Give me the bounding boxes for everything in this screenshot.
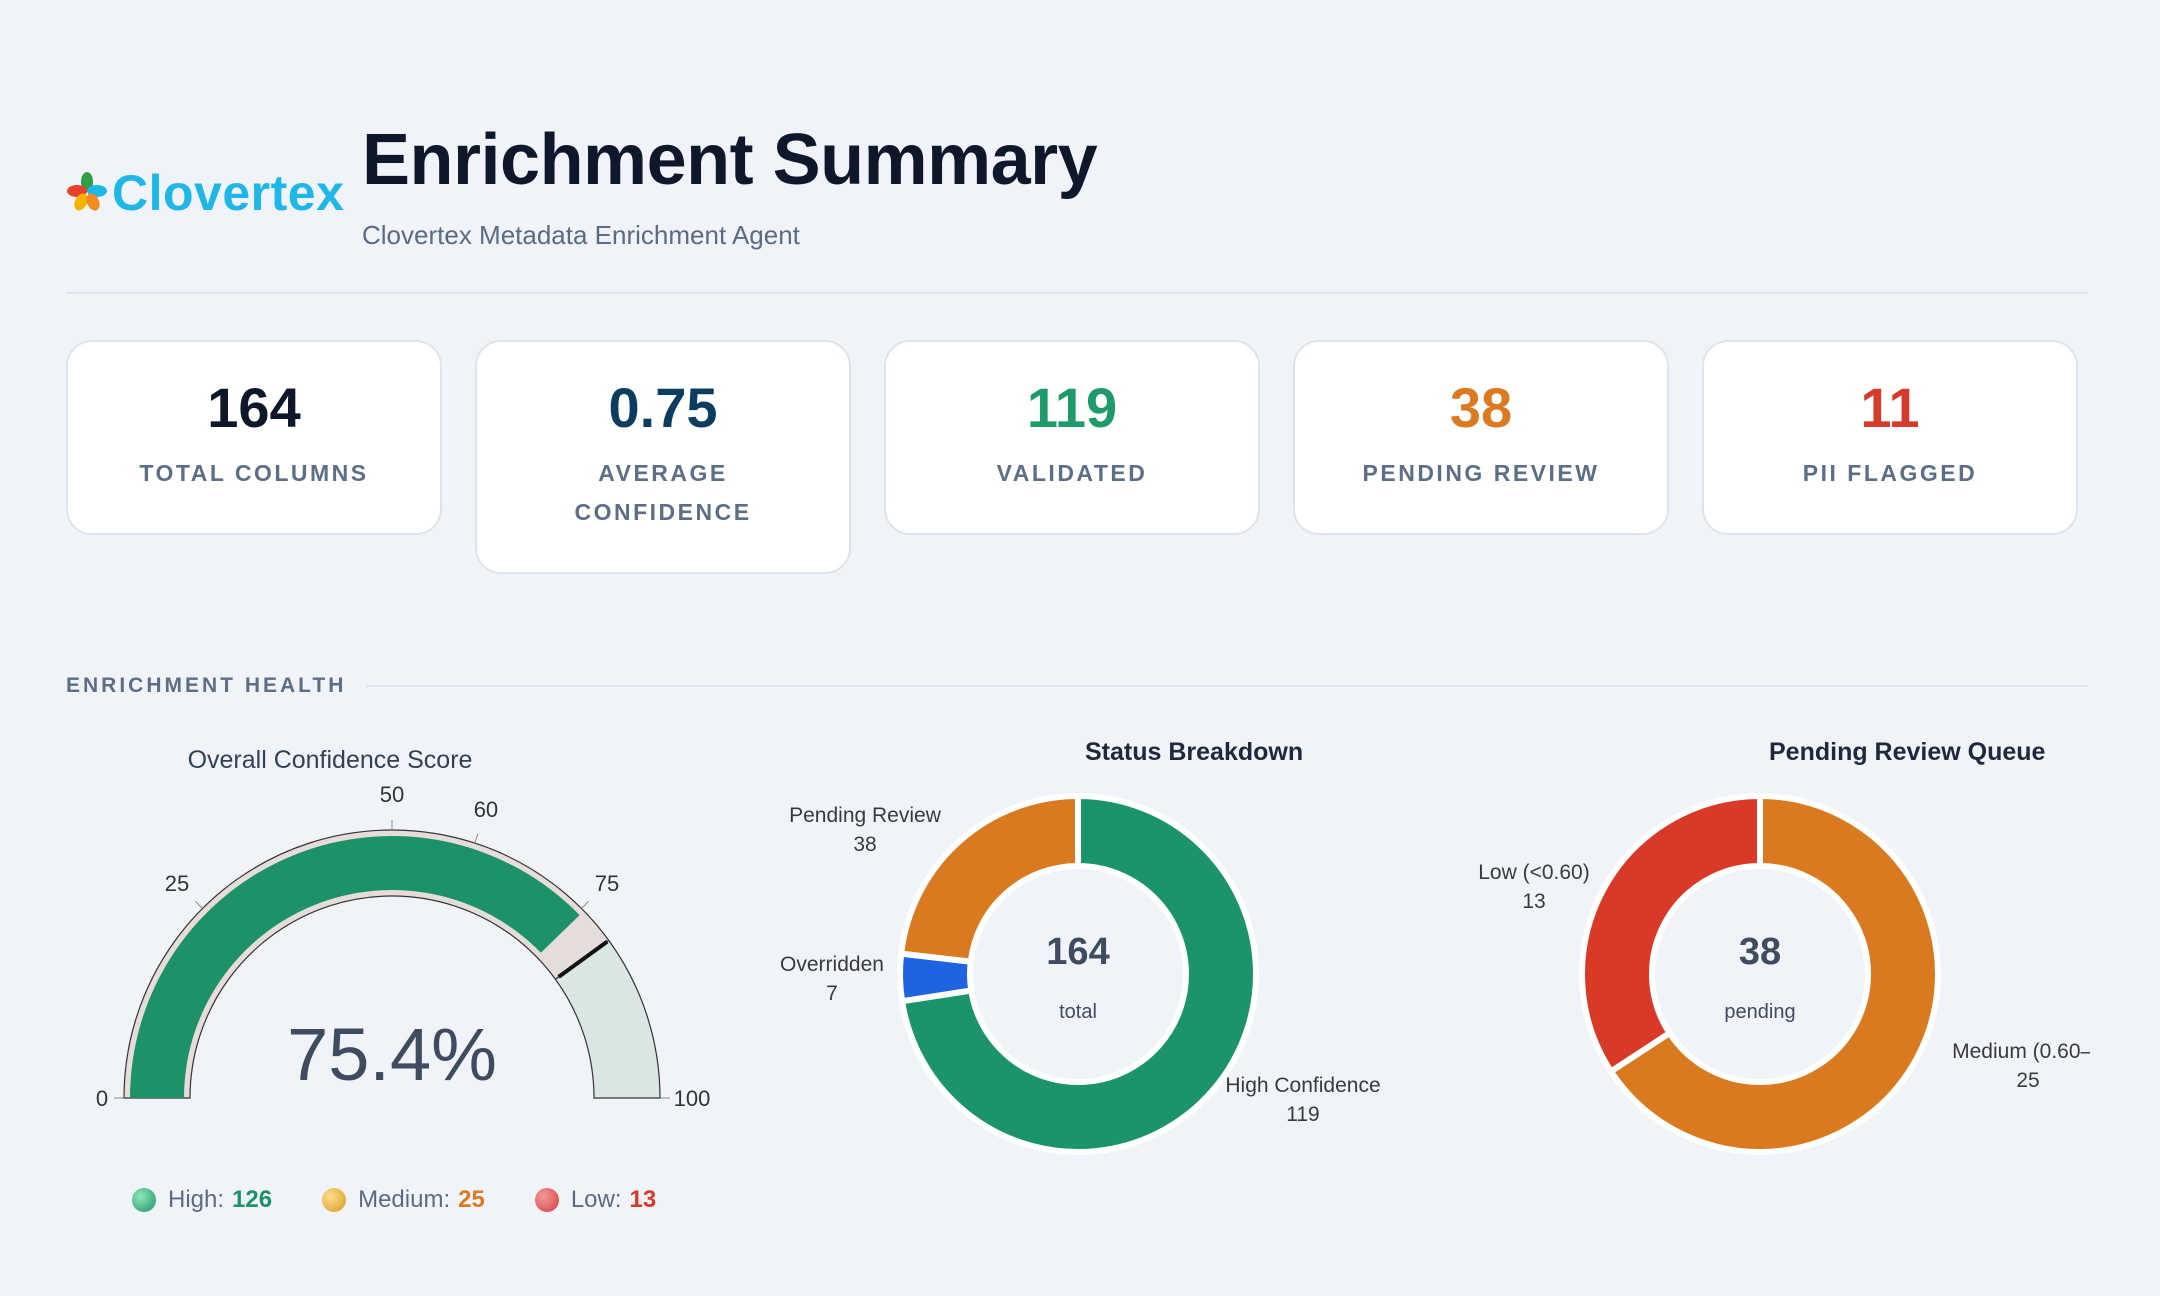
brand-name: Clovertex <box>112 165 345 221</box>
legend-item-medium: Medium: 25 <box>322 1186 485 1214</box>
gauge-title: Overall Confidence Score <box>187 746 473 774</box>
gauge-tick <box>474 833 479 844</box>
donut-label-value: 25 <box>2016 1069 2039 1092</box>
donut-center-label: pending <box>1724 1001 1795 1023</box>
kpi-card-pending-review: 38 PENDING REVIEW <box>1293 340 1669 535</box>
gauge-threshold-marker <box>557 940 609 979</box>
gauge-tick <box>581 901 589 909</box>
kpi-value: 164 <box>207 376 301 439</box>
donut-slice-pending-review <box>897 792 1081 965</box>
kpi-label: VALIDATED <box>996 460 1148 486</box>
legend-value: 126 <box>232 1186 273 1213</box>
page-header: Clovertex Enrichment Summary Clovertex M… <box>66 118 2088 294</box>
gauge-value-text: 75.4% <box>287 1013 497 1096</box>
kpi-card-average-confidence: 0.75 AVERAGE CONFIDENCE <box>475 340 851 574</box>
kpi-label: PENDING REVIEW <box>1362 460 1600 486</box>
brand-logo: Clovertex <box>66 164 344 222</box>
section-title: ENRICHMENT HEALTH <box>66 674 347 697</box>
gauge-tick-label: 0 <box>96 1086 108 1111</box>
confidence-gauge: 0 25 50 60 75 100 75.4% <box>96 782 711 1111</box>
donut-center-value: 38 <box>1739 931 1781 973</box>
donut-label-value: 7 <box>826 982 838 1005</box>
donut-slice-low-0-60 <box>1579 792 1763 1076</box>
legend-value: 13 <box>629 1186 657 1213</box>
pending-queue-chart: Medium (0.60–0 25 Low (<0.60) 13 38 pending <box>1478 792 2090 1155</box>
legend-label: High: <box>168 1186 225 1213</box>
legend-label: Low: <box>570 1186 622 1213</box>
gauge-tick-label: 60 <box>474 797 498 822</box>
donut-slice-medium-0-60-0 <box>1606 792 1941 1155</box>
pending-queue-title: Pending Review Queue <box>1769 738 2046 766</box>
section-divider <box>366 685 2088 687</box>
donut-center-value: 164 <box>1046 931 1109 973</box>
page-title: Enrichment Summary <box>362 120 1098 200</box>
gauge-tick-label: 25 <box>165 871 189 896</box>
gauge-tick <box>195 901 203 909</box>
legend-dot-low <box>534 1188 559 1212</box>
donut-label-value: 38 <box>853 833 876 856</box>
confidence-legend: High: 126 Medium: 25 Low: 13 <box>132 1186 706 1214</box>
kpi-card-validated: 119 VALIDATED <box>884 340 1260 535</box>
donut-slice-high-confidence <box>898 792 1259 1155</box>
kpi-value: 119 <box>1026 376 1118 439</box>
kpi-value: 0.75 <box>608 376 718 439</box>
gauge-tick-label: 50 <box>380 782 404 807</box>
status-breakdown-chart: High Confidence 119 Overridden 7 Pending Rev… <box>780 792 1381 1155</box>
donut-label: Medium (0.60–0 <box>1952 1040 2090 1063</box>
kpi-card-pii-flagged: 11 PII FLAGGED <box>1702 340 2078 535</box>
kpi-value: 11 <box>1860 376 1920 439</box>
legend-item-low: Low: 13 <box>534 1186 657 1214</box>
legend-label: Medium: <box>358 1186 451 1213</box>
gauge-value-bar <box>130 835 580 1098</box>
section-enrichment-health: ENRICHMENT HEALTH <box>66 674 2088 698</box>
gauge-tick-label: 75 <box>595 871 619 896</box>
kpi-label: AVERAGE CONFIDENCE <box>574 460 752 525</box>
kpi-card-total-columns: 164 TOTAL COLUMNS <box>66 340 442 535</box>
page-subtitle: Clovertex Metadata Enrichment Agent <box>362 220 800 250</box>
kpi-value: 38 <box>1449 376 1513 439</box>
legend-value: 25 <box>458 1186 485 1213</box>
gauge-tick-label: 100 <box>674 1086 711 1111</box>
donut-label: High Confidence <box>1225 1074 1380 1097</box>
donut-label: Overridden <box>780 953 884 976</box>
status-breakdown-title: Status Breakdown <box>1085 738 1304 766</box>
kpi-label: PII FLAGGED <box>1802 460 1978 486</box>
donut-label-value: 13 <box>1522 890 1545 913</box>
legend-dot-high <box>132 1188 156 1212</box>
kpi-label: TOTAL COLUMNS <box>139 460 369 486</box>
legend-item-high: High: 126 <box>132 1186 272 1214</box>
donut-center-label: total <box>1059 1001 1097 1023</box>
donut-label: Low (<0.60) <box>1478 861 1589 884</box>
donut-label-value: 119 <box>1286 1103 1319 1126</box>
kpi-cards: 164 TOTAL COLUMNS 0.75 AVERAGE CONFIDENC… <box>66 340 2088 574</box>
clover-icon <box>67 172 107 211</box>
donut-label: Pending Review <box>789 804 942 827</box>
legend-dot-medium <box>322 1188 347 1212</box>
